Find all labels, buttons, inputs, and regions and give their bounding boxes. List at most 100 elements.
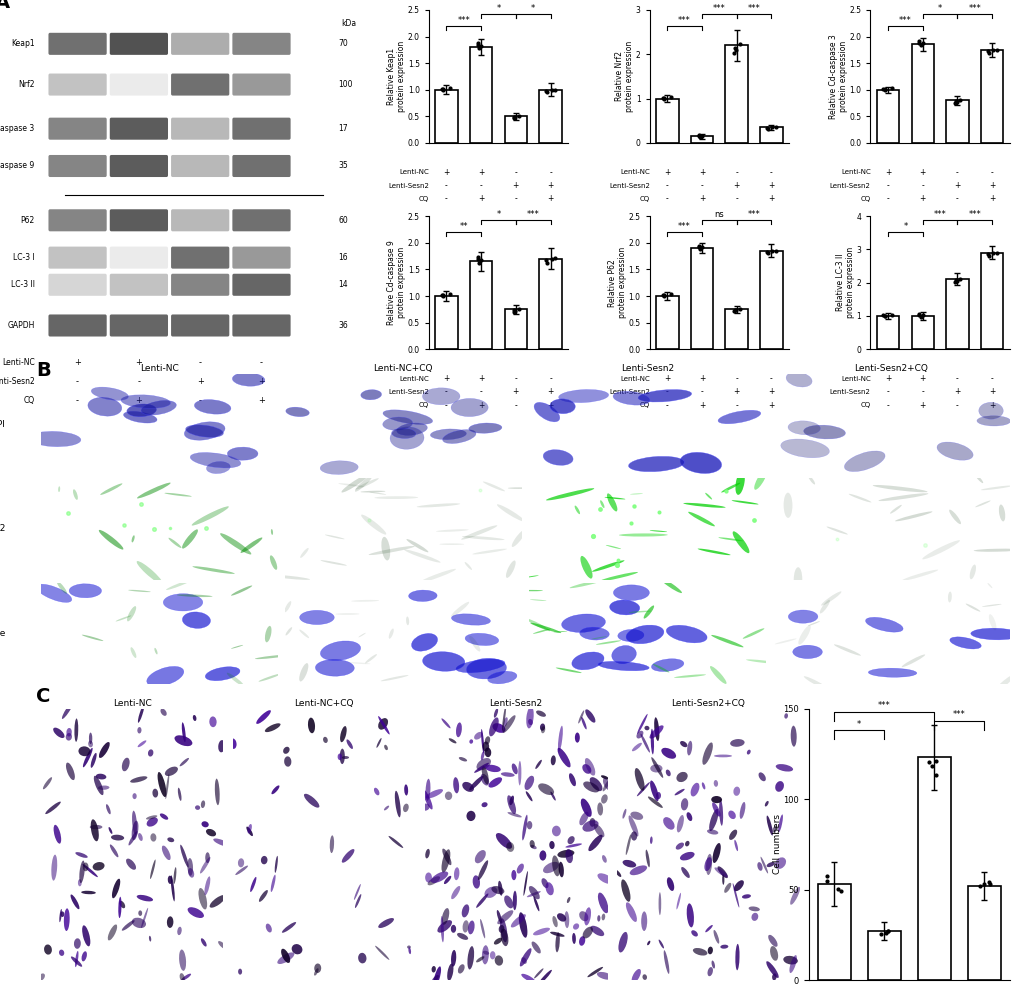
Ellipse shape xyxy=(735,470,744,495)
Text: +: + xyxy=(258,377,265,386)
Ellipse shape xyxy=(126,404,156,417)
Ellipse shape xyxy=(766,816,772,836)
Ellipse shape xyxy=(492,723,505,733)
Ellipse shape xyxy=(675,842,684,849)
Ellipse shape xyxy=(707,967,712,976)
Ellipse shape xyxy=(255,654,289,659)
Point xyxy=(759,121,775,137)
Text: -: - xyxy=(199,396,202,405)
Ellipse shape xyxy=(91,820,99,841)
Ellipse shape xyxy=(450,950,455,966)
Ellipse shape xyxy=(374,496,418,499)
Point xyxy=(471,41,487,56)
Text: LC-3 II: LC-3 II xyxy=(10,280,35,289)
Ellipse shape xyxy=(59,909,62,923)
Ellipse shape xyxy=(99,530,123,549)
FancyBboxPatch shape xyxy=(49,33,107,54)
Ellipse shape xyxy=(355,478,378,490)
Point xyxy=(727,40,743,55)
Text: -: - xyxy=(955,401,958,410)
Ellipse shape xyxy=(213,839,230,846)
Ellipse shape xyxy=(774,639,796,644)
Point xyxy=(691,241,707,256)
Ellipse shape xyxy=(472,548,506,554)
Ellipse shape xyxy=(512,763,518,774)
Point xyxy=(538,84,554,100)
Bar xyxy=(539,258,561,349)
Text: Lenti-Sesn2: Lenti-Sesn2 xyxy=(829,389,870,395)
Ellipse shape xyxy=(167,838,174,842)
Ellipse shape xyxy=(751,913,757,921)
Ellipse shape xyxy=(138,833,143,841)
Ellipse shape xyxy=(391,428,416,439)
Ellipse shape xyxy=(711,960,714,968)
Text: +: + xyxy=(884,374,891,383)
Ellipse shape xyxy=(819,600,829,614)
Ellipse shape xyxy=(651,757,662,778)
Ellipse shape xyxy=(146,815,157,820)
Ellipse shape xyxy=(166,579,193,590)
Ellipse shape xyxy=(994,674,1014,692)
Point xyxy=(546,250,562,266)
Ellipse shape xyxy=(237,858,244,867)
Point xyxy=(875,308,892,324)
Bar xyxy=(817,884,850,980)
Text: -: - xyxy=(886,181,889,190)
Ellipse shape xyxy=(472,875,480,889)
Ellipse shape xyxy=(732,532,749,553)
Ellipse shape xyxy=(685,841,689,846)
Ellipse shape xyxy=(74,939,81,948)
Ellipse shape xyxy=(469,776,483,790)
Ellipse shape xyxy=(681,798,688,811)
Ellipse shape xyxy=(519,913,527,938)
Ellipse shape xyxy=(138,705,144,723)
Text: +: + xyxy=(663,167,669,177)
Ellipse shape xyxy=(505,560,516,578)
Text: Lenti-Sesn2: Lenti-Sesn2 xyxy=(388,182,429,188)
Text: CQ: CQ xyxy=(860,402,870,408)
Text: -: - xyxy=(989,374,993,383)
Point xyxy=(537,252,553,268)
Ellipse shape xyxy=(427,876,439,885)
Ellipse shape xyxy=(709,666,726,684)
Ellipse shape xyxy=(720,483,740,492)
Point xyxy=(912,38,928,53)
Ellipse shape xyxy=(443,876,450,884)
Ellipse shape xyxy=(476,956,484,962)
Ellipse shape xyxy=(529,886,539,899)
Ellipse shape xyxy=(643,606,653,619)
Ellipse shape xyxy=(180,844,189,867)
Ellipse shape xyxy=(530,623,560,633)
Point xyxy=(947,274,963,290)
Text: +: + xyxy=(988,401,995,410)
Ellipse shape xyxy=(150,859,156,879)
Text: C: C xyxy=(36,687,50,706)
Bar xyxy=(470,261,492,349)
Ellipse shape xyxy=(465,634,498,645)
Text: Cd-caspase 9: Cd-caspase 9 xyxy=(0,161,35,170)
Point xyxy=(910,35,926,50)
FancyBboxPatch shape xyxy=(232,274,290,296)
Point xyxy=(511,301,527,317)
Ellipse shape xyxy=(596,972,612,980)
Ellipse shape xyxy=(192,506,228,526)
Ellipse shape xyxy=(674,674,705,678)
Ellipse shape xyxy=(550,755,555,765)
Ellipse shape xyxy=(767,935,776,946)
Ellipse shape xyxy=(148,749,153,756)
Ellipse shape xyxy=(522,815,527,841)
Ellipse shape xyxy=(130,776,147,783)
Ellipse shape xyxy=(206,461,230,473)
Point xyxy=(693,128,709,144)
Text: +: + xyxy=(478,194,484,203)
Ellipse shape xyxy=(658,577,682,593)
Point xyxy=(923,758,940,774)
Text: +: + xyxy=(443,167,449,177)
Ellipse shape xyxy=(525,575,538,577)
Ellipse shape xyxy=(496,910,501,924)
Ellipse shape xyxy=(431,966,435,972)
Ellipse shape xyxy=(766,862,774,867)
Ellipse shape xyxy=(170,875,174,901)
Ellipse shape xyxy=(78,746,91,756)
Ellipse shape xyxy=(505,842,514,852)
